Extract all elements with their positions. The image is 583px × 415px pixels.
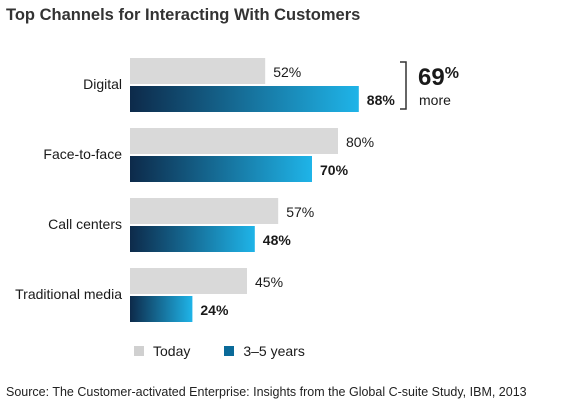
value-label-future-traditional-media: 24% (200, 302, 229, 318)
callout-unit: % (445, 65, 459, 82)
value-label-today-face-to-face: 80% (346, 134, 374, 150)
legend-item-today: Today (134, 343, 190, 359)
value-label-today-call-centers: 57% (286, 204, 314, 220)
bar-future-traditional-media (130, 296, 193, 322)
callout: 69% more (400, 61, 459, 110)
category-label-digital: Digital (83, 76, 122, 92)
category-label-face-to-face: Face-to-face (43, 146, 122, 162)
value-label-today-digital: 52% (273, 64, 301, 80)
callout-number: 69 (418, 64, 445, 91)
category-label-call-centers: Call centers (48, 216, 122, 232)
legend-swatch-future (224, 346, 235, 356)
source-note: Source: The Customer-activated Enterpris… (6, 385, 527, 399)
legend-label-today: Today (153, 343, 191, 359)
callout-value: 69% (418, 64, 459, 91)
chart-title: Top Channels for Interacting With Custom… (6, 6, 361, 24)
value-label-today-traditional-media: 45% (255, 274, 283, 290)
bar-future-face-to-face (130, 156, 312, 182)
value-label-future-face-to-face: 70% (320, 162, 349, 178)
bar-future-call-centers (130, 226, 255, 252)
value-label-future-digital: 88% (367, 92, 396, 108)
bar-today-call-centers (130, 198, 279, 224)
callout-text: more (419, 92, 451, 108)
legend-swatch-today (134, 346, 144, 356)
legend: Today 3–5 years (134, 343, 339, 359)
callout-bracket (400, 61, 407, 110)
category-label-traditional-media: Traditional media (15, 286, 122, 302)
bar-today-digital (130, 58, 266, 84)
bar-future-digital (130, 86, 359, 112)
legend-item-future: 3–5 years (224, 343, 305, 359)
bar-today-face-to-face (130, 128, 338, 154)
legend-label-future: 3–5 years (243, 343, 305, 359)
value-label-future-call-centers: 48% (263, 232, 292, 248)
bar-today-traditional-media (130, 268, 247, 294)
